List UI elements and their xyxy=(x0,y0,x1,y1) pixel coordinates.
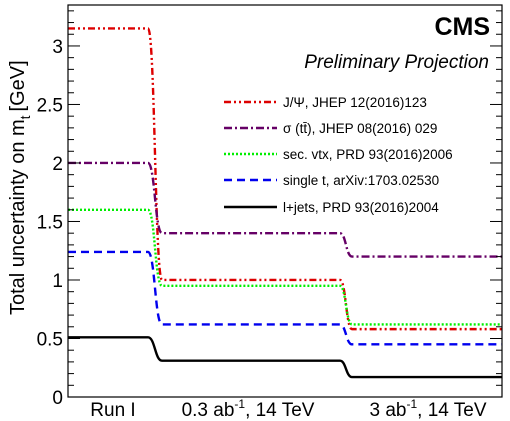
legend-label-1: J/Ψ, JHEP 12(2016)123 xyxy=(283,95,427,110)
y-tick-label: 2.5 xyxy=(37,95,63,116)
legend: J/Ψ, JHEP 12(2016)123 σ (tt̄), JHEP 08(20… xyxy=(224,95,453,215)
x-tick-label: 3 ab-1, 14 TeV xyxy=(369,397,486,421)
series-line-5 xyxy=(68,336,502,379)
series-line-2 xyxy=(68,161,502,258)
y-axis-title: Total uncertainty on mt [GeV] xyxy=(7,60,33,315)
plot-frame xyxy=(67,4,503,398)
series-line-3 xyxy=(68,208,502,326)
legend-label-5: l+jets, PRD 93(2016)2004 xyxy=(283,200,439,215)
legend-label-2: σ (tt̄), JHEP 08(2016) 029 xyxy=(283,121,437,136)
y-axis-title-sub: t xyxy=(17,115,33,119)
axis-layer: 0 0.5 1 1.5 2 2.5 3 Run I 0.3 ab-1, 14 TeV 3 ab-1… xyxy=(37,10,502,421)
y-tick-label: 1.5 xyxy=(37,212,63,233)
y-tick-label: 1 xyxy=(52,271,63,292)
y-axis-title-unit: [GeV] xyxy=(7,60,29,111)
series-layer xyxy=(68,27,502,379)
brand-label: CMS xyxy=(434,13,490,41)
y-tick-label: 0 xyxy=(52,388,63,409)
y-tick-label: 0.5 xyxy=(37,329,63,350)
x-tick-label: Run I xyxy=(90,400,135,421)
series-line-4 xyxy=(68,250,502,346)
x-tick-label: 0.3 ab-1, 14 TeV xyxy=(182,397,315,421)
subtitle-label: Preliminary Projection xyxy=(304,52,489,73)
y-axis-title-main: Total uncertainty on m xyxy=(7,119,29,315)
y-tick-label: 3 xyxy=(52,37,63,58)
legend-label-3: sec. vtx, PRD 93(2016)2006 xyxy=(283,147,453,162)
series-line-1 xyxy=(68,27,502,331)
legend-label-4: single t, arXiv:1703.02530 xyxy=(283,173,439,188)
y-tick-label: 2 xyxy=(52,154,63,175)
